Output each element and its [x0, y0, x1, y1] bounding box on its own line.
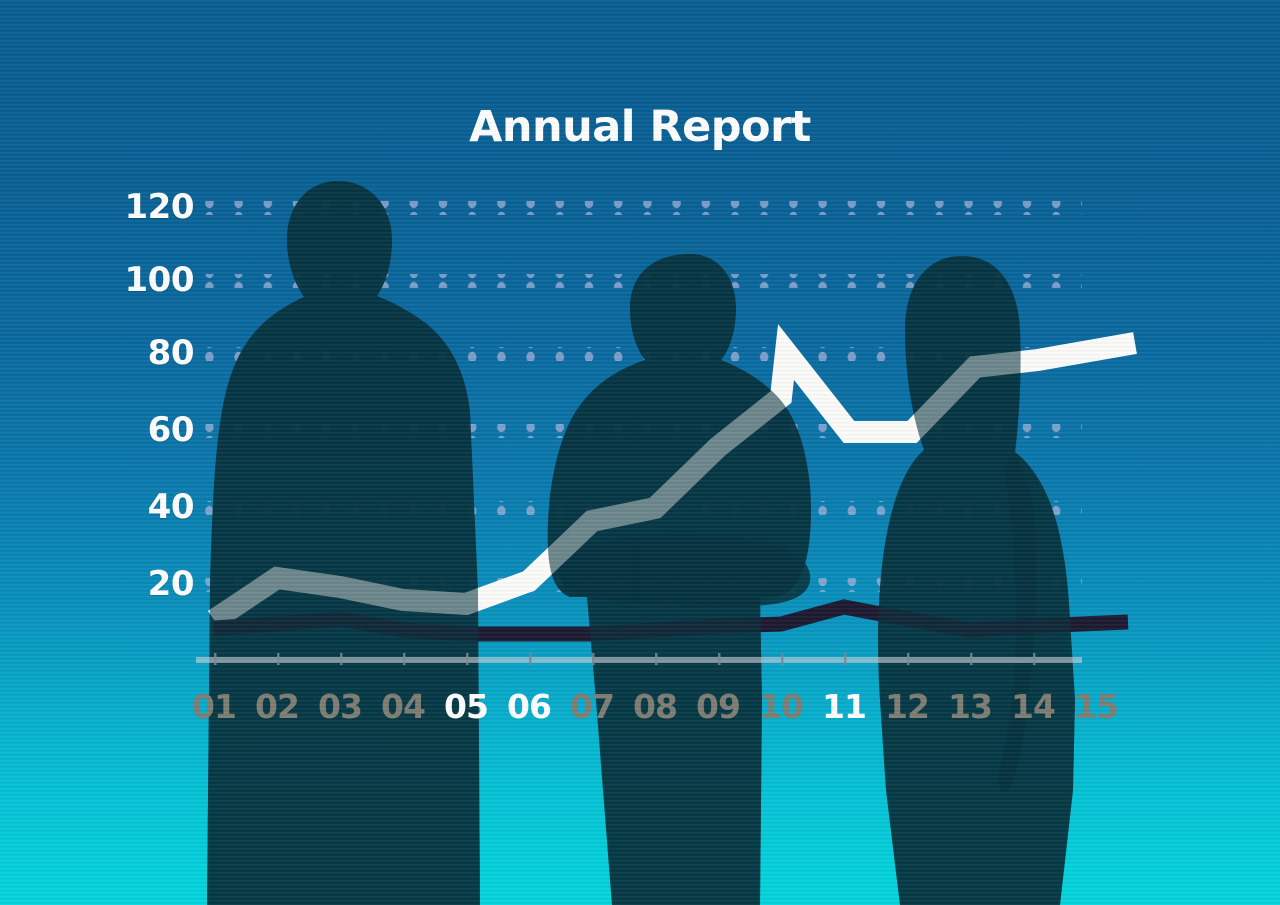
x-axis-label-15: 15 [1074, 687, 1119, 726]
x-axis-label-08: 08 [633, 687, 678, 726]
y-axis-label-20: 20 [147, 564, 195, 604]
x-axis-label-14: 14 [1011, 687, 1056, 726]
y-axis-label-60: 60 [147, 410, 195, 450]
x-axis-ticks [214, 653, 1036, 665]
x-axis-label-09: 09 [696, 687, 741, 726]
x-axis-line [196, 657, 1082, 663]
y-axis-label-40: 40 [147, 487, 195, 527]
x-axis-label-10: 10 [759, 687, 804, 726]
x-axis-label-05: 05 [444, 687, 489, 726]
y-axis-label-100: 100 [124, 260, 195, 300]
x-axis-label-01: 01 [192, 687, 237, 726]
x-axis-label-11: 11 [822, 687, 867, 726]
x-axis-label-02: 02 [255, 687, 300, 726]
y-axis-label-80: 80 [147, 333, 195, 373]
x-axis-label-04: 04 [381, 687, 426, 726]
x-axis-label-12: 12 [885, 687, 930, 726]
x-axis-label-13: 13 [948, 687, 993, 726]
x-axis-label-03: 03 [318, 687, 363, 726]
x-axis-label-06: 06 [507, 687, 552, 726]
gridline-120 [196, 201, 1082, 215]
y-axis-label-120: 120 [124, 187, 195, 227]
x-axis-label-07: 07 [570, 687, 615, 726]
page-title: Annual Report [469, 102, 811, 152]
